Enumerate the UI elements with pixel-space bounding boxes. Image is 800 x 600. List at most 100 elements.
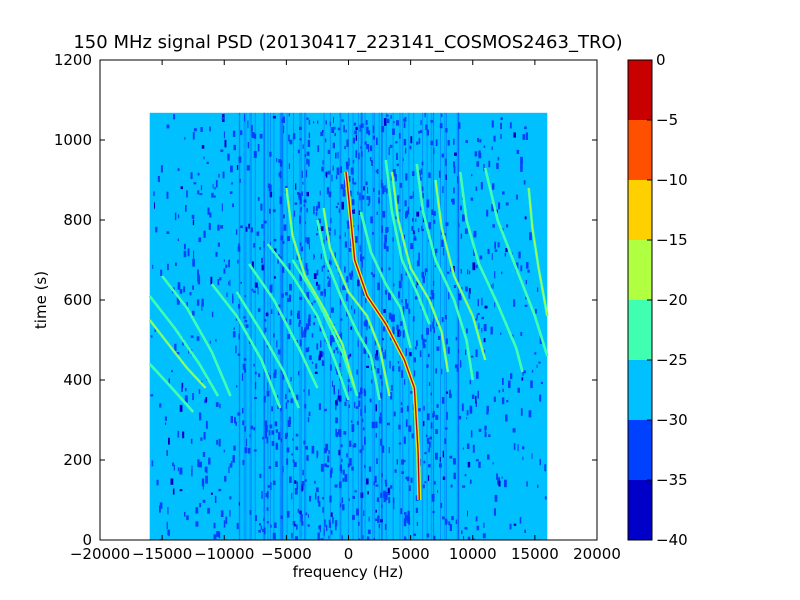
noise-cell — [316, 281, 318, 286]
noise-cell — [278, 432, 281, 440]
noise-cell — [524, 126, 527, 130]
noise-cell — [291, 492, 293, 500]
noise-cell — [301, 481, 305, 486]
noise-cell — [334, 484, 338, 488]
noise-cell — [233, 445, 236, 451]
noise-cell — [177, 214, 180, 219]
noise-cell — [196, 299, 200, 306]
noise-cell — [329, 227, 332, 231]
noise-cell — [382, 186, 385, 195]
noise-cell — [287, 298, 290, 302]
signal-trace — [385, 159, 430, 325]
noise-cell — [174, 212, 177, 221]
noise-cell — [201, 298, 204, 307]
noise-cell — [460, 296, 462, 300]
noise-cell — [435, 414, 439, 420]
noise-cell — [203, 230, 206, 238]
noise-streak — [282, 112, 284, 540]
noise-cell — [160, 165, 163, 173]
noise-cell — [326, 524, 328, 532]
noise-cell — [385, 227, 388, 233]
colorbar-tick-label: −10 — [656, 171, 688, 189]
noise-cell — [229, 510, 231, 517]
noise-cell — [345, 161, 348, 167]
noise-cell — [423, 460, 426, 464]
noise-cell — [319, 350, 323, 358]
noise-cell — [217, 242, 220, 247]
noise-cell — [285, 394, 287, 400]
noise-cell — [313, 121, 315, 124]
noise-cell — [197, 269, 199, 275]
noise-cell — [390, 485, 393, 489]
noise-cell — [229, 496, 232, 500]
noise-cell — [186, 302, 188, 309]
noise-cell — [275, 461, 278, 467]
noise-cell — [154, 202, 155, 209]
noise-cell — [444, 518, 448, 525]
noise-cell — [402, 330, 405, 338]
noise-cell — [430, 422, 433, 429]
noise-cell — [245, 324, 249, 328]
noise-cell — [494, 271, 496, 279]
noise-cell — [315, 205, 318, 212]
noise-cell — [264, 327, 267, 333]
noise-cell — [249, 510, 252, 515]
noise-cell — [349, 273, 353, 280]
noise-cell — [219, 277, 222, 281]
noise-cell — [494, 302, 496, 308]
noise-streak — [339, 112, 341, 540]
noise-cell — [343, 187, 345, 192]
noise-cell — [464, 474, 467, 477]
noise-cell — [299, 215, 301, 223]
noise-cell — [186, 515, 189, 521]
noise-streak — [456, 112, 458, 540]
noise-cell — [282, 373, 285, 380]
noise-cell — [505, 414, 508, 422]
noise-cell — [490, 326, 493, 335]
noise-cell — [311, 333, 314, 338]
noise-cell — [384, 355, 386, 360]
noise-cell — [197, 276, 201, 285]
noise-streak — [323, 112, 325, 540]
noise-cell — [346, 453, 348, 458]
noise-cell — [534, 352, 537, 355]
noise-cell — [516, 194, 518, 200]
noise-cell — [232, 331, 236, 338]
noise-cell — [475, 395, 477, 404]
noise-cell — [417, 228, 420, 233]
noise-cell — [500, 332, 502, 335]
noise-cell — [155, 226, 158, 233]
noise-cell — [338, 208, 341, 213]
noise-cell — [338, 389, 340, 395]
noise-cell — [184, 388, 187, 392]
noise-cell — [375, 404, 377, 412]
noise-cell — [240, 281, 242, 284]
noise-cell — [372, 135, 376, 140]
noise-cell — [321, 266, 323, 272]
noise-cell — [179, 467, 183, 475]
noise-cell — [462, 214, 465, 222]
noise-cell — [386, 188, 388, 194]
noise-cell — [337, 350, 339, 354]
noise-cell — [286, 447, 290, 453]
noise-cell — [192, 258, 195, 267]
noise-cell — [412, 230, 415, 235]
noise-cell — [177, 238, 179, 241]
noise-cell — [237, 259, 239, 264]
noise-cell — [301, 521, 304, 526]
noise-cell — [173, 464, 175, 471]
noise-cell — [190, 172, 193, 179]
noise-cell — [428, 464, 431, 468]
noise-cell — [355, 150, 358, 158]
noise-cell — [231, 460, 233, 466]
noise-streak — [380, 112, 382, 540]
noise-cell — [268, 466, 272, 469]
noise-cell — [445, 128, 448, 133]
noise-streak — [430, 112, 432, 540]
noise-cell — [277, 395, 279, 399]
noise-cell — [344, 266, 346, 273]
signal-traces — [148, 159, 549, 501]
noise-cell — [285, 292, 288, 296]
noise-cell — [513, 132, 516, 138]
noise-cell — [402, 306, 405, 312]
